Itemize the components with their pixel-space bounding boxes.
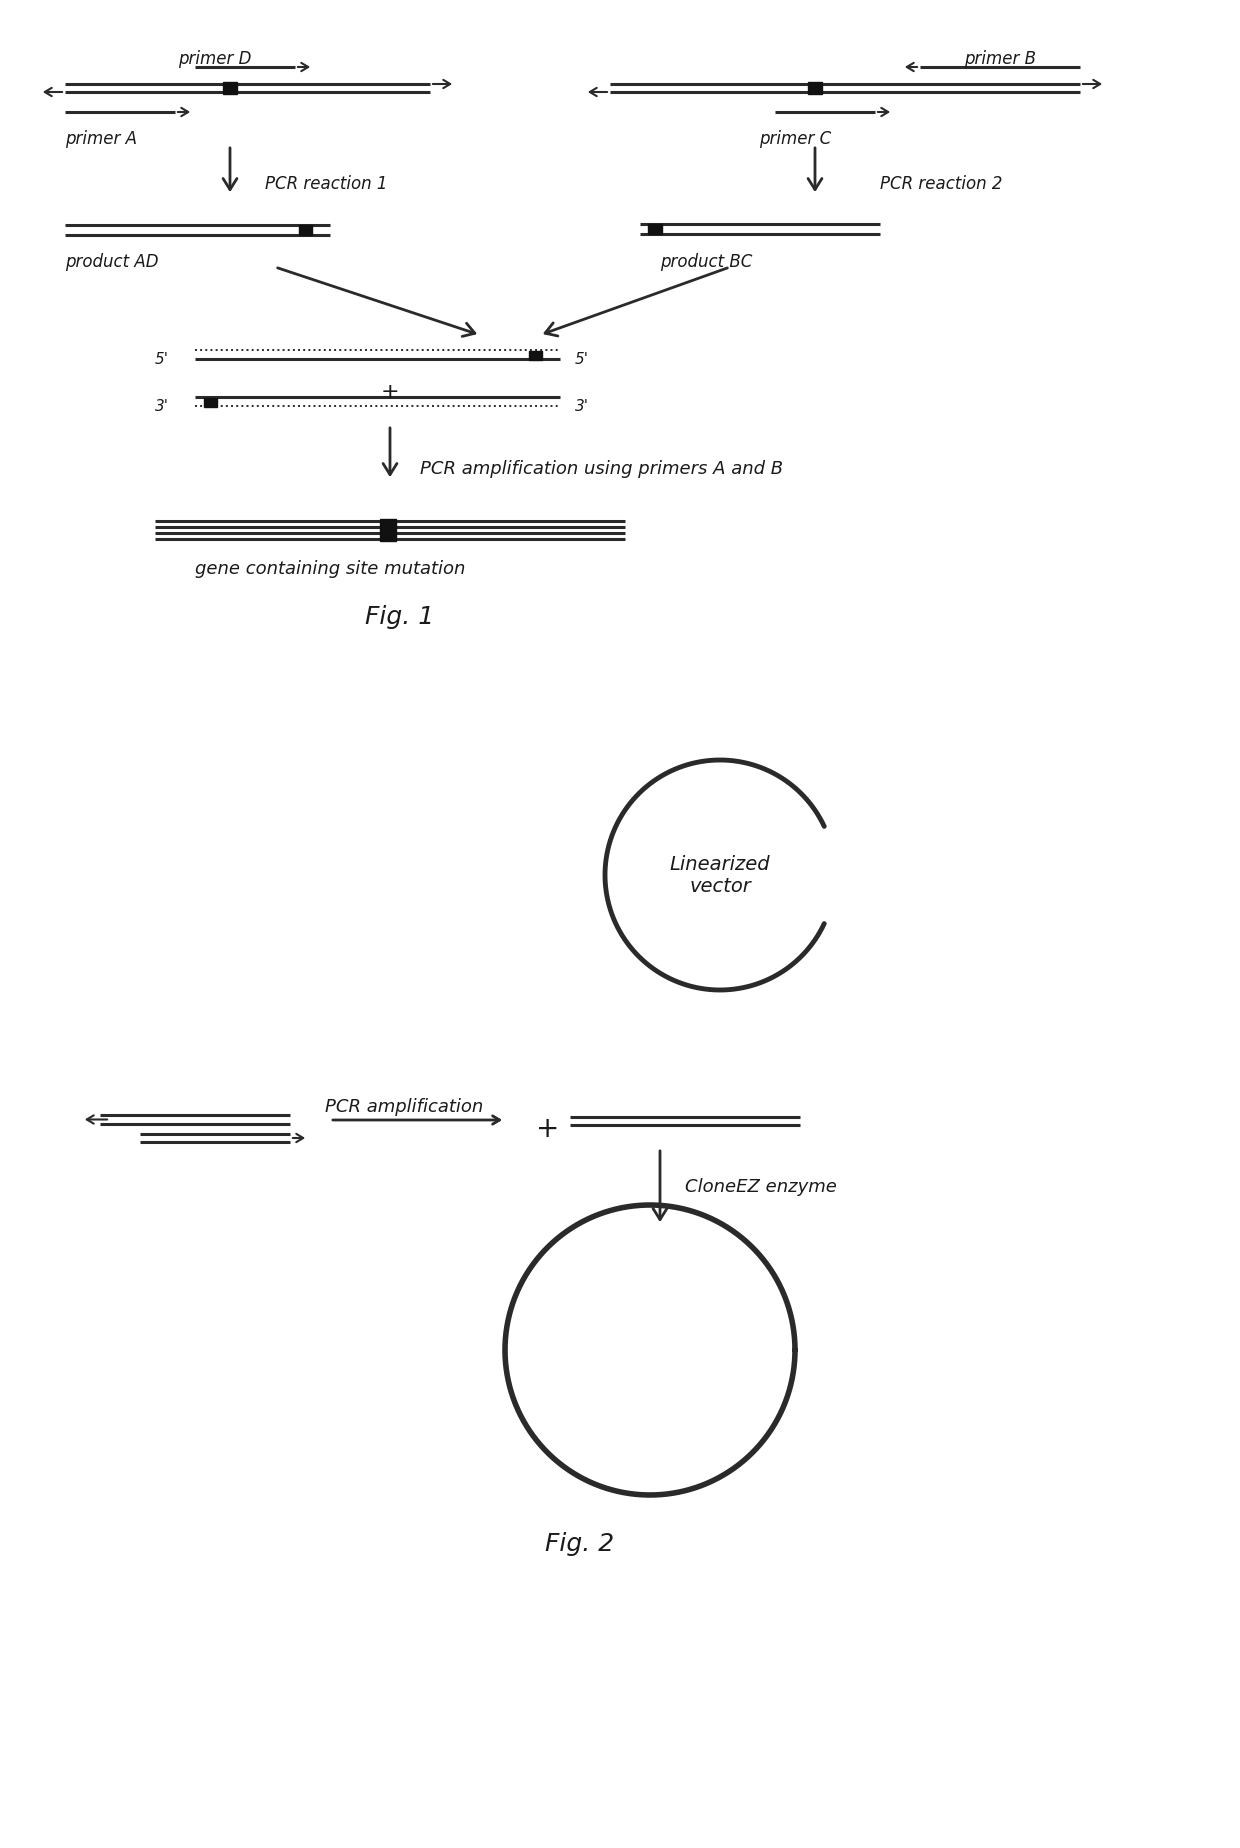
Text: primer C: primer C — [759, 129, 831, 148]
Text: Linearized
vector: Linearized vector — [670, 854, 770, 896]
Bar — [203, 397, 217, 407]
Text: gene containing site mutation: gene containing site mutation — [195, 560, 465, 578]
Text: CloneEZ enzyme: CloneEZ enzyme — [684, 1177, 837, 1196]
Text: PCR amplification using primers A and B: PCR amplification using primers A and B — [420, 460, 784, 479]
Text: 5': 5' — [575, 351, 589, 368]
Text: product BC: product BC — [660, 253, 753, 272]
Bar — [528, 351, 542, 360]
Text: PCR reaction 2: PCR reaction 2 — [880, 176, 1002, 192]
Bar — [379, 519, 396, 541]
Text: PCR amplification: PCR amplification — [325, 1098, 484, 1116]
Text: primer D: primer D — [179, 50, 252, 68]
Text: 5': 5' — [155, 351, 169, 368]
Bar — [649, 224, 662, 235]
Text: product AD: product AD — [64, 253, 159, 272]
Text: +: + — [537, 1114, 559, 1144]
Bar — [808, 81, 822, 94]
Text: 3': 3' — [575, 399, 589, 414]
Text: 3': 3' — [155, 399, 169, 414]
Bar — [223, 81, 237, 94]
Text: +: + — [381, 383, 399, 403]
Bar — [299, 225, 311, 235]
Text: PCR reaction 1: PCR reaction 1 — [265, 176, 387, 192]
Text: primer A: primer A — [64, 129, 136, 148]
Text: primer B: primer B — [963, 50, 1035, 68]
Text: Fig. 1: Fig. 1 — [366, 604, 434, 628]
Text: Fig. 2: Fig. 2 — [546, 1532, 615, 1556]
